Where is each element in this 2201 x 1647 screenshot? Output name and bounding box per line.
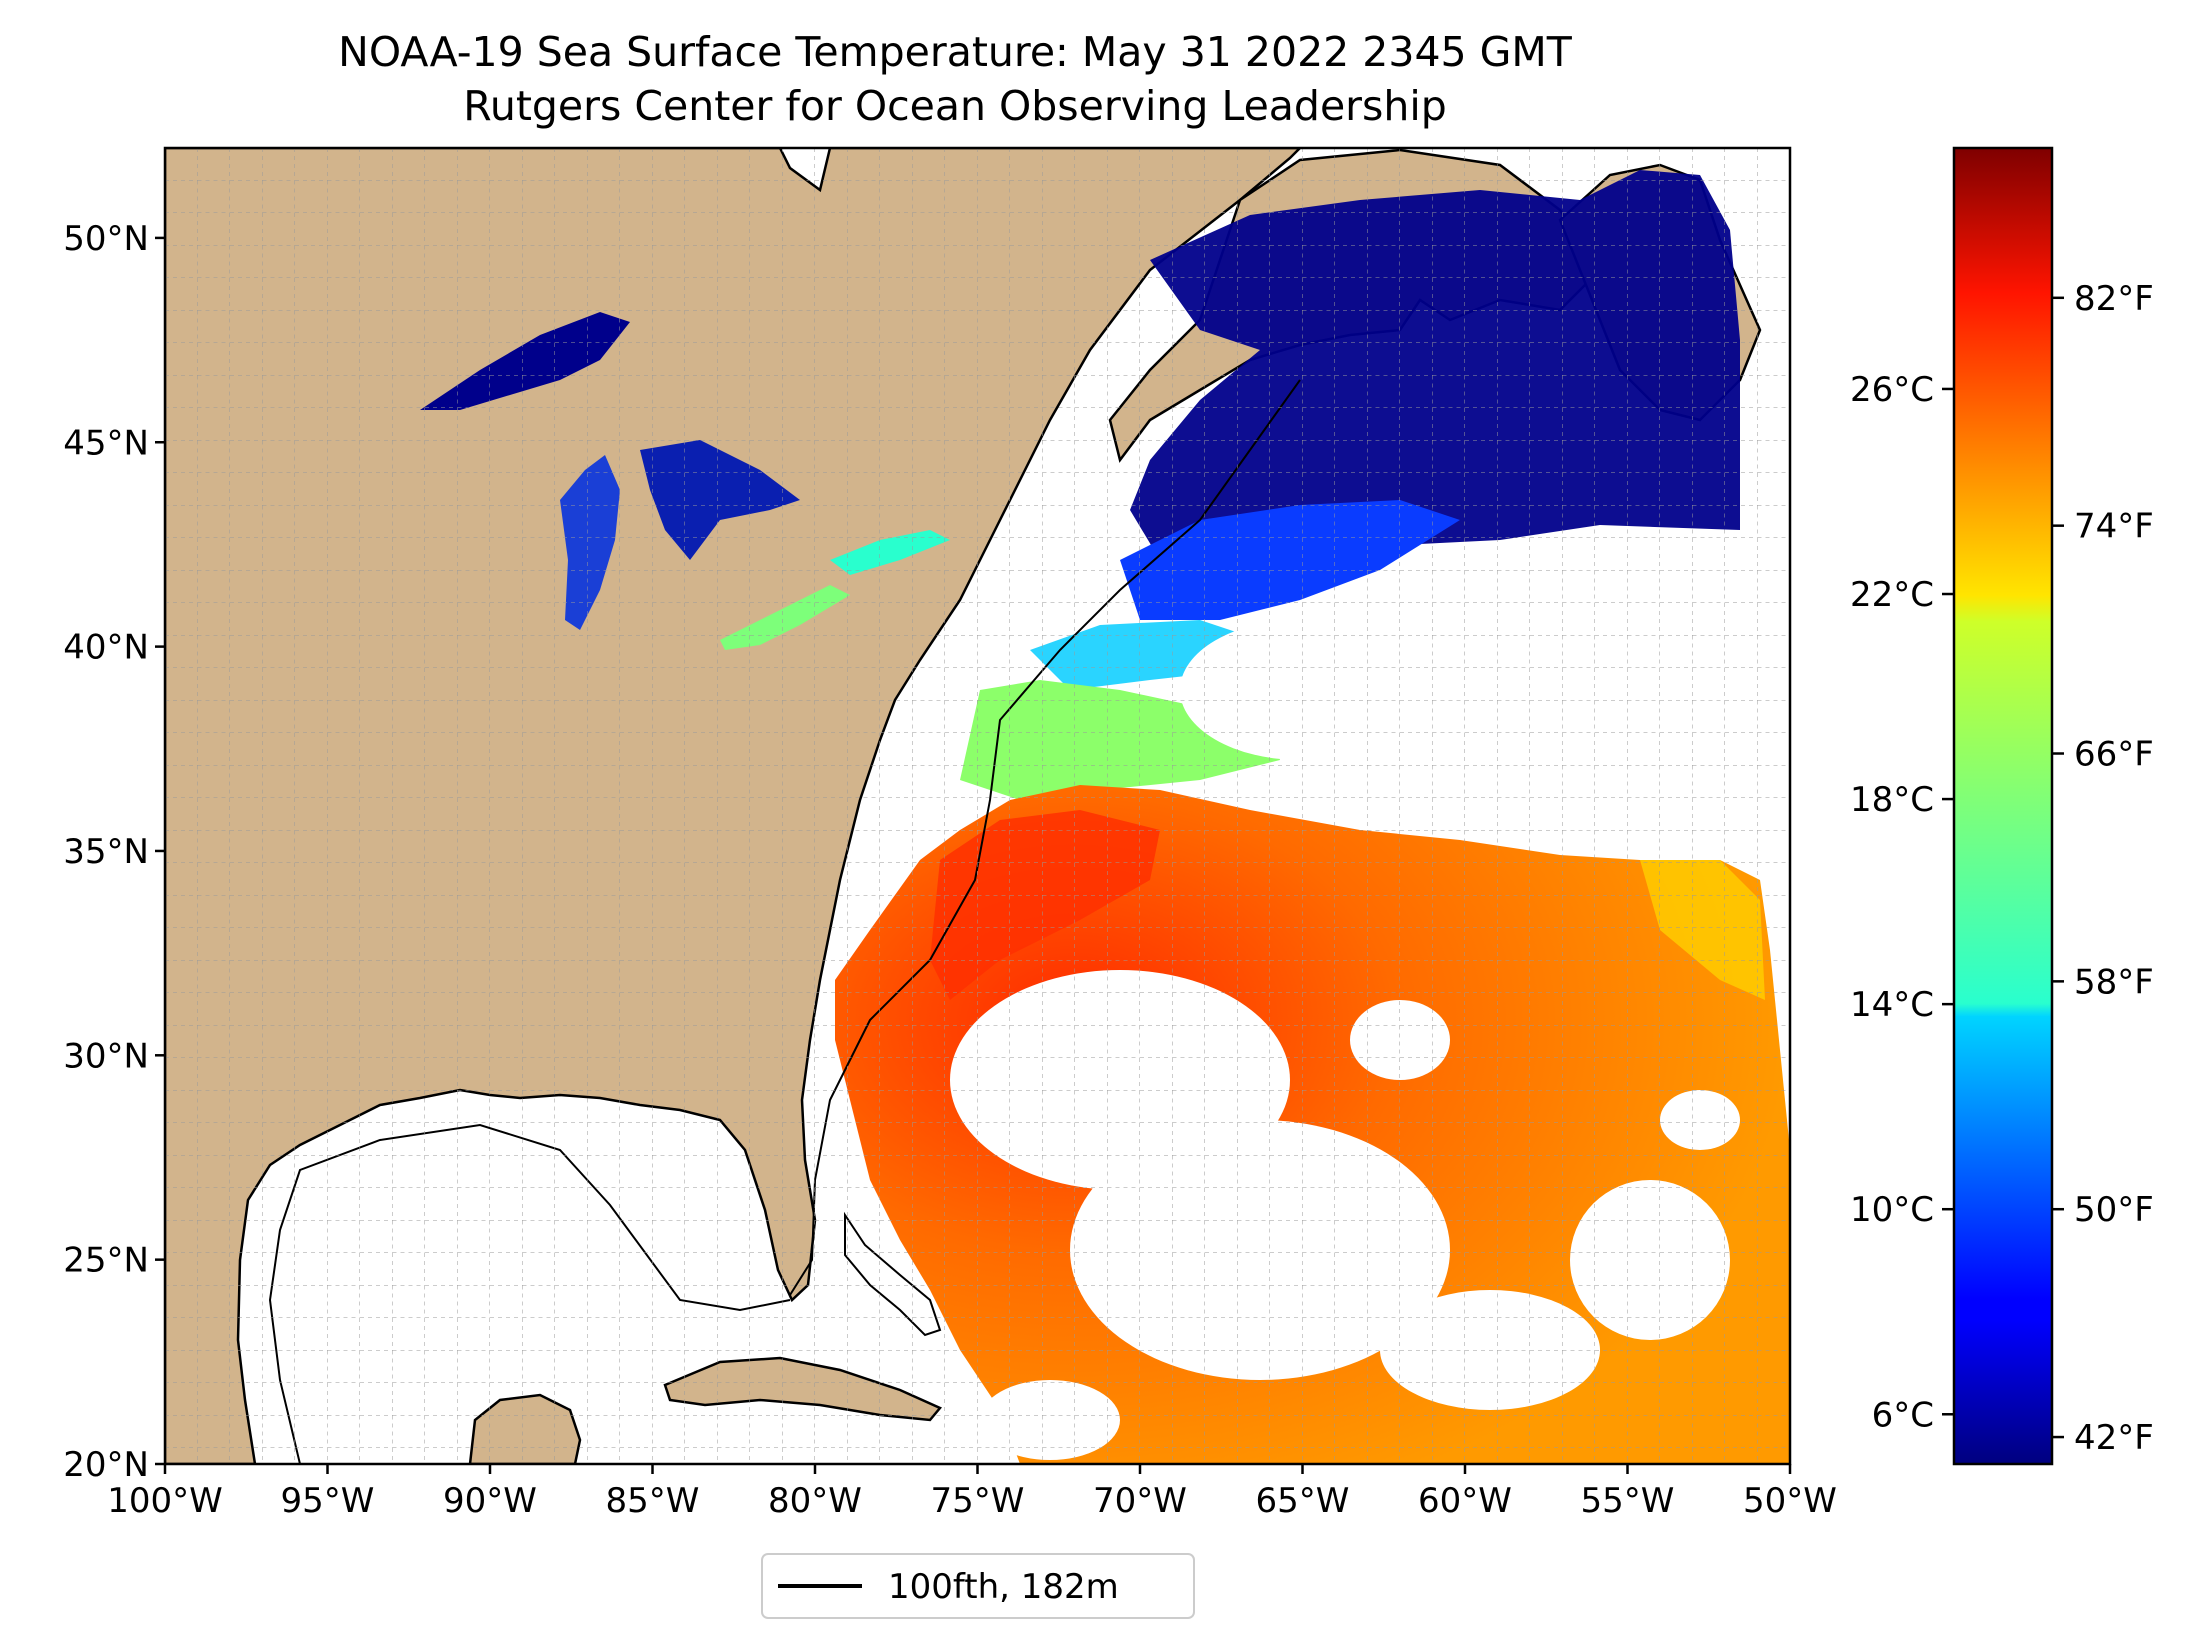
fahrenheit-tick-label: 50°F — [2074, 1190, 2154, 1230]
colorbar: 26°C 22°C 18°C 14°C 10°C 6°C 82°F 74°F 66°F 58°F… — [1850, 146, 2154, 1466]
legend-box — [761, 1553, 1195, 1619]
fahrenheit-tick-label: 82°F — [2074, 279, 2154, 319]
colorbar-scale — [1952, 146, 2054, 1466]
lon-tick-label: 95°W — [281, 1481, 375, 1521]
celsius-tick-label: 6°C — [1872, 1395, 1934, 1435]
graticule — [165, 148, 1790, 1464]
lon-tick-label: 100°W — [107, 1481, 223, 1521]
lat-tick-label: 45°N — [63, 423, 149, 463]
celsius-ticks: 26°C 22°C 18°C 14°C 10°C 6°C — [1850, 370, 1954, 1435]
celsius-tick-label: 26°C — [1850, 370, 1934, 410]
fahrenheit-tick-label: 42°F — [2074, 1418, 2154, 1458]
lat-tick-label: 20°N — [63, 1445, 149, 1485]
longitude-ticks: 100°W 95°W 90°W 85°W 80°W 75°W 70°W 65°W 60°W 55°… — [107, 1464, 1837, 1521]
celsius-tick-label: 14°C — [1850, 985, 1934, 1025]
celsius-tick-label: 22°C — [1850, 575, 1934, 615]
fahrenheit-tick-label: 58°F — [2074, 962, 2154, 1002]
lon-tick-label: 55°W — [1581, 1481, 1675, 1521]
celsius-tick-label: 18°C — [1850, 780, 1934, 820]
lon-tick-label: 90°W — [443, 1481, 537, 1521]
lon-tick-label: 70°W — [1093, 1481, 1187, 1521]
lon-tick-label: 50°W — [1743, 1481, 1837, 1521]
fahrenheit-tick-label: 66°F — [2074, 735, 2154, 775]
fahrenheit-ticks: 82°F 74°F 66°F 58°F 50°F 42°F — [2052, 279, 2154, 1458]
lat-tick-label: 35°N — [63, 832, 149, 872]
map-panel: 50°N 45°N 40°N 35°N 30°N 25°N 20°N 100°W 95°W 90… — [63, 146, 1837, 1521]
latitude-ticks: 50°N 45°N 40°N 35°N 30°N 25°N 20°N — [63, 219, 165, 1485]
lat-tick-label: 40°N — [63, 628, 149, 668]
celsius-tick-label: 10°C — [1850, 1190, 1934, 1230]
lat-tick-label: 30°N — [63, 1036, 149, 1076]
legend-label: 100fth, 182m — [888, 1567, 1119, 1607]
lat-tick-label: 25°N — [63, 1241, 149, 1281]
legend: 100fth, 182m — [761, 1553, 1195, 1619]
lon-tick-label: 75°W — [931, 1481, 1025, 1521]
fahrenheit-tick-label: 74°F — [2074, 507, 2154, 547]
lon-tick-label: 60°W — [1418, 1481, 1512, 1521]
lat-tick-label: 50°N — [63, 219, 149, 259]
lon-tick-label: 80°W — [768, 1481, 862, 1521]
lon-tick-label: 65°W — [1256, 1481, 1350, 1521]
map-title: NOAA-19 Sea Surface Temperature: May 31 … — [338, 28, 1572, 76]
map-subtitle: Rutgers Center for Ocean Observing Leade… — [463, 82, 1447, 130]
lon-tick-label: 85°W — [606, 1481, 700, 1521]
